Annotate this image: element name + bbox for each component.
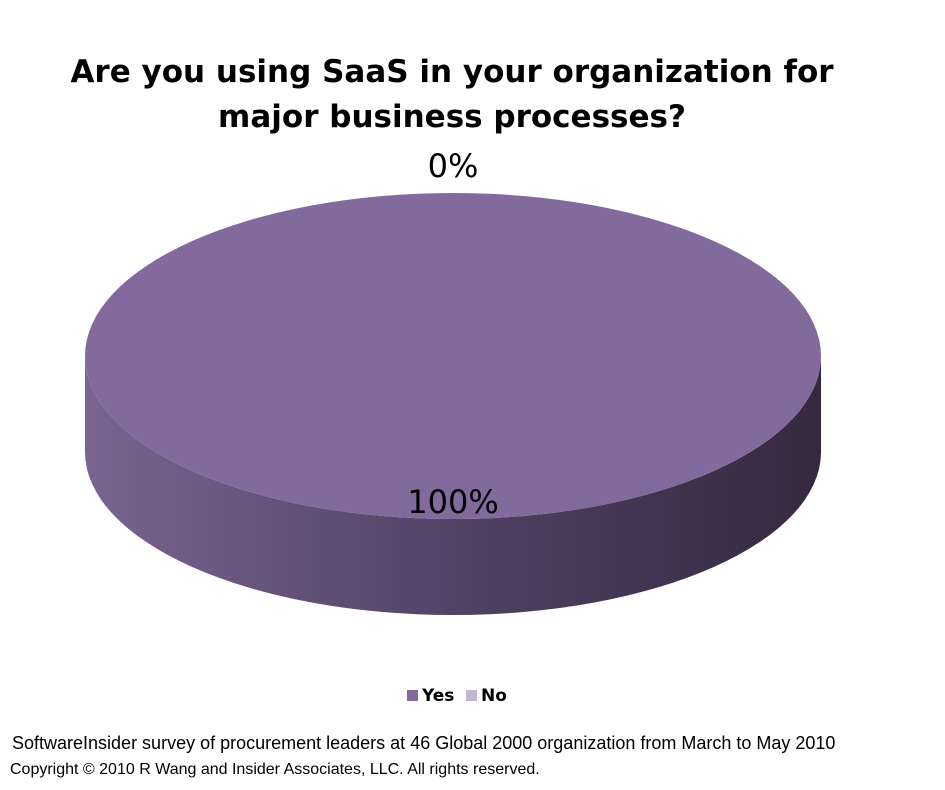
pie-slice-yes xyxy=(85,193,821,519)
pie-group xyxy=(85,193,821,615)
pie-side-wall xyxy=(85,356,821,615)
copyright-notice: Copyright © 2010 R Wang and Insider Asso… xyxy=(10,761,540,778)
chart-title-line-2: major business processes? xyxy=(218,99,686,135)
legend-label-no: No xyxy=(481,686,507,706)
chart-title-line-1: Are you using SaaS in your organization … xyxy=(70,54,834,90)
legend-swatch-no xyxy=(466,690,477,701)
slice-label-no: 0% xyxy=(428,147,479,185)
legend: Yes No xyxy=(407,686,507,706)
legend-swatch-yes xyxy=(407,690,418,701)
pie-chart: Are you using SaaS in your organization … xyxy=(70,54,834,706)
slice-label-yes: 100% xyxy=(407,483,498,521)
legend-label-yes: Yes xyxy=(421,686,454,706)
survey-footnote: SoftwareInsider survey of procurement le… xyxy=(12,733,836,753)
